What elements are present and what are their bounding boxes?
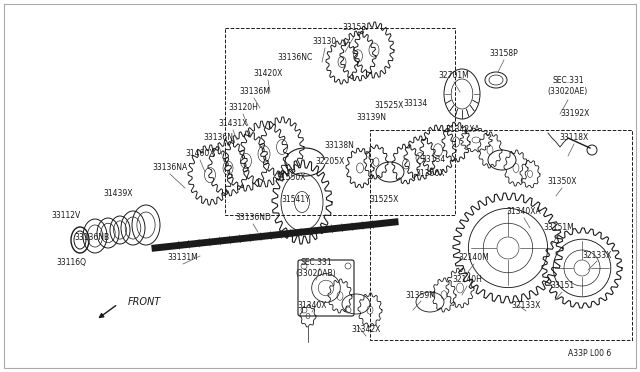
Text: 31340X: 31340X xyxy=(297,301,327,311)
Text: 31439X: 31439X xyxy=(103,189,132,199)
Text: 32701M: 32701M xyxy=(438,71,469,80)
Text: 31550X: 31550X xyxy=(276,173,306,182)
Text: 31525X: 31525X xyxy=(374,102,404,110)
Text: SEC.331
(33020AE): SEC.331 (33020AE) xyxy=(548,76,588,96)
Text: 33136NC: 33136NC xyxy=(277,54,312,62)
Text: 33139N: 33139N xyxy=(356,113,386,122)
Text: 31359M: 31359M xyxy=(406,291,436,299)
Text: 33136NB: 33136NB xyxy=(74,234,109,243)
Bar xyxy=(225,28,455,215)
Text: 33116Q: 33116Q xyxy=(56,257,86,266)
Text: 33130: 33130 xyxy=(313,38,337,46)
Text: 33136N: 33136N xyxy=(203,134,233,142)
Text: 31342X: 31342X xyxy=(351,326,381,334)
Text: 31525X: 31525X xyxy=(369,196,399,205)
Text: 32205X: 32205X xyxy=(316,157,345,167)
Text: 32140H: 32140H xyxy=(452,276,482,285)
Text: 31350X: 31350X xyxy=(547,177,577,186)
Text: 33138N: 33138N xyxy=(324,141,354,151)
Text: 33136NA: 33136NA xyxy=(152,164,188,173)
Text: 31460X: 31460X xyxy=(185,150,215,158)
Text: 31541Y: 31541Y xyxy=(282,196,310,205)
Text: 31420X: 31420X xyxy=(253,70,283,78)
Text: 32140M: 32140M xyxy=(459,253,490,263)
Text: 33120H: 33120H xyxy=(228,103,258,112)
Text: 33136ND: 33136ND xyxy=(235,214,271,222)
Bar xyxy=(370,130,632,340)
Text: 33158P: 33158P xyxy=(490,49,518,58)
Text: 32133X: 32133X xyxy=(582,250,612,260)
Text: A33P L00 6: A33P L00 6 xyxy=(568,349,612,357)
Text: 31342XA: 31342XA xyxy=(445,125,480,135)
Text: 33136M: 33136M xyxy=(239,87,271,96)
Text: 31366X: 31366X xyxy=(415,170,445,179)
Text: 33151: 33151 xyxy=(550,282,574,291)
Text: 31340XA: 31340XA xyxy=(507,208,541,217)
Text: 31431X: 31431X xyxy=(218,119,248,128)
Text: 33112V: 33112V xyxy=(51,212,81,221)
Text: 33134: 33134 xyxy=(404,99,428,109)
Text: 33192X: 33192X xyxy=(560,109,589,119)
Text: 33151M: 33151M xyxy=(543,224,574,232)
Text: 33134: 33134 xyxy=(422,155,446,164)
Text: 32133X: 32133X xyxy=(511,301,541,310)
Text: 33131M: 33131M xyxy=(168,253,198,263)
Text: 33118X: 33118X xyxy=(559,134,589,142)
Text: FRONT: FRONT xyxy=(128,297,161,307)
Text: SEC.331
(33020AB): SEC.331 (33020AB) xyxy=(296,258,336,278)
Text: 33153: 33153 xyxy=(343,23,367,32)
